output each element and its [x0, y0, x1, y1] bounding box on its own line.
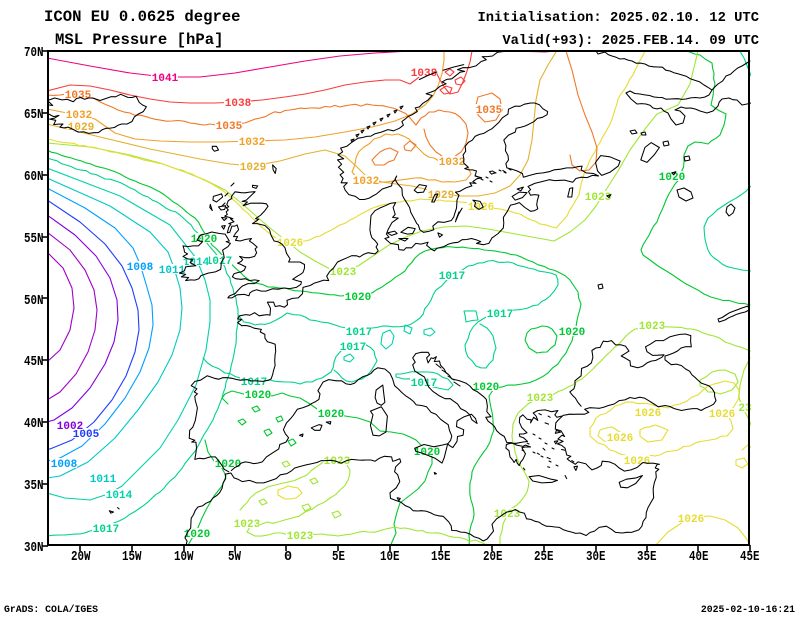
svg-text:1020: 1020: [345, 292, 371, 304]
svg-text:5W: 5W: [228, 550, 242, 565]
svg-text:1020: 1020: [245, 390, 271, 402]
svg-text:1026: 1026: [709, 409, 735, 421]
svg-text:0: 0: [284, 550, 292, 565]
svg-text:1017: 1017: [346, 327, 372, 339]
svg-text:40N: 40N: [24, 417, 44, 432]
svg-text:1017: 1017: [93, 524, 119, 536]
svg-text:1017: 1017: [439, 271, 465, 283]
svg-text:1023: 1023: [494, 509, 521, 521]
svg-text:55N: 55N: [24, 232, 44, 247]
svg-text:1011: 1011: [90, 474, 117, 486]
svg-text:1026: 1026: [635, 408, 661, 420]
svg-text:1029: 1029: [428, 190, 454, 202]
svg-text:1020: 1020: [318, 409, 344, 421]
svg-text:60N: 60N: [24, 170, 44, 185]
svg-text:1020: 1020: [191, 234, 217, 246]
svg-text:1020: 1020: [473, 382, 499, 394]
svg-text:MSL Pressure [hPa]: MSL Pressure [hPa]: [55, 31, 223, 49]
svg-text:1023: 1023: [330, 267, 357, 279]
svg-text:1020: 1020: [559, 327, 585, 339]
svg-text:15W: 15W: [122, 550, 142, 565]
svg-text:1026: 1026: [277, 238, 303, 250]
svg-text:30E: 30E: [586, 550, 606, 565]
svg-text:1020: 1020: [659, 172, 685, 184]
svg-text:1017: 1017: [340, 342, 366, 354]
svg-text:45N: 45N: [24, 355, 44, 370]
svg-text:1035: 1035: [216, 121, 243, 133]
svg-text:20W: 20W: [71, 550, 91, 565]
svg-text:1017: 1017: [206, 256, 232, 268]
svg-text:15E: 15E: [431, 550, 451, 565]
svg-text:1008: 1008: [51, 459, 78, 471]
svg-text:1005: 1005: [73, 429, 100, 441]
svg-text:20E: 20E: [483, 550, 503, 565]
svg-text:1017: 1017: [487, 309, 513, 321]
svg-text:1032: 1032: [353, 176, 379, 188]
svg-text:10W: 10W: [174, 550, 194, 565]
svg-text:1017: 1017: [241, 377, 267, 389]
svg-text:1032: 1032: [66, 110, 92, 122]
svg-text:ICON EU 0.0625 degree: ICON EU 0.0625 degree: [44, 8, 241, 26]
svg-text:5E: 5E: [332, 550, 345, 565]
svg-text:2025-02-10-16:21: 2025-02-10-16:21: [701, 604, 795, 615]
svg-text:1002: 1002: [57, 421, 83, 433]
svg-text:1029: 1029: [68, 122, 94, 134]
svg-text:1011: 1011: [159, 265, 186, 277]
svg-text:1020: 1020: [414, 447, 440, 459]
svg-text:1032: 1032: [439, 157, 465, 169]
svg-text:Valid(+93): 2025.FEB.14. 09 UT: Valid(+93): 2025.FEB.14. 09 UTC: [502, 33, 759, 49]
svg-text:1041: 1041: [152, 73, 179, 85]
svg-text:1017: 1017: [411, 378, 437, 390]
svg-text:35E: 35E: [637, 550, 657, 565]
svg-text:1038: 1038: [225, 98, 252, 110]
svg-text:1026: 1026: [624, 456, 650, 468]
svg-text:Initialisation: 2025.02.10. 12: Initialisation: 2025.02.10. 12 UTC: [477, 10, 759, 26]
svg-text:1023: 1023: [639, 321, 666, 333]
svg-text:1026: 1026: [607, 433, 633, 445]
svg-text:40E: 40E: [689, 550, 709, 565]
svg-text:1029: 1029: [240, 162, 266, 174]
svg-text:10E: 10E: [380, 550, 400, 565]
svg-text:1008: 1008: [127, 262, 154, 274]
svg-text:1020: 1020: [184, 529, 210, 541]
svg-text:GrADS: COLA/IGES: GrADS: COLA/IGES: [4, 604, 98, 615]
svg-text:1023: 1023: [287, 531, 314, 543]
svg-text:1023: 1023: [585, 192, 612, 204]
svg-text:50N: 50N: [24, 294, 44, 309]
svg-text:30N: 30N: [24, 541, 44, 556]
svg-text:1014: 1014: [106, 490, 133, 502]
svg-text:1023: 1023: [234, 519, 261, 531]
svg-text:1038: 1038: [411, 68, 438, 80]
svg-text:45E: 45E: [740, 550, 760, 565]
svg-text:65N: 65N: [24, 108, 44, 123]
svg-text:70N: 70N: [24, 46, 44, 61]
svg-text:25E: 25E: [534, 550, 554, 565]
svg-text:1035: 1035: [476, 105, 503, 117]
svg-text:1023: 1023: [527, 393, 554, 405]
svg-text:1032: 1032: [239, 137, 265, 149]
svg-text:1026: 1026: [678, 514, 704, 526]
svg-text:35N: 35N: [24, 479, 44, 494]
